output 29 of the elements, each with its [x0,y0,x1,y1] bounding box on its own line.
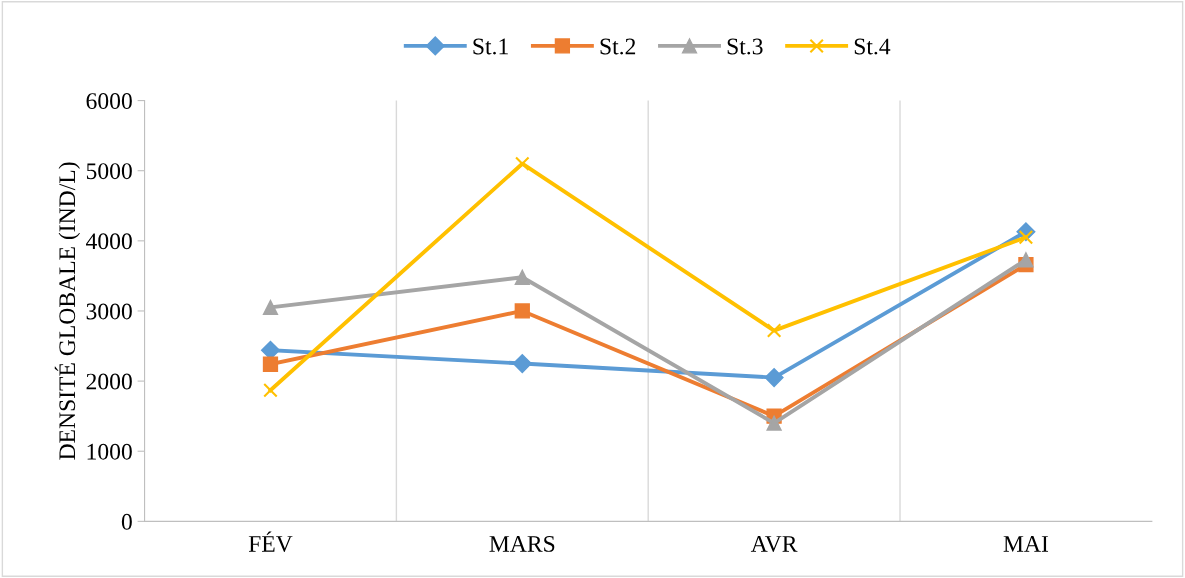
y-tick-label: 2000 [86,373,132,390]
point [764,368,784,388]
point [260,340,281,360]
y-axis-title: DENSITÉ GLOBALE (IND/L) [54,162,80,460]
y-tick-label: 5000 [86,163,132,180]
point [263,382,278,398]
x-tick-label: FÉV [248,531,293,552]
x-tick-label: AVR [750,536,798,552]
point [514,303,530,319]
point [515,156,530,171]
point [262,356,279,372]
y-tick-label: 6000 [86,93,132,109]
point [766,323,782,338]
x-tick-label: MARS [489,535,555,552]
y-tick-label: 3000 [86,303,132,320]
y-tick-label: 1000 [87,443,132,460]
legend-label: St.2 [600,38,636,55]
point [766,415,782,431]
x-tick-label: MAI [1003,536,1049,552]
legend-label: St.4 [854,38,891,55]
y-tick-label: 4000 [86,233,132,250]
point [1018,230,1034,245]
point [1018,252,1034,268]
y-tick-label: 0 [121,513,132,530]
legend-label: St.1 [473,38,508,55]
point [514,269,530,285]
legend-label: St.3 [727,38,763,55]
point [512,354,532,374]
point [262,299,279,316]
